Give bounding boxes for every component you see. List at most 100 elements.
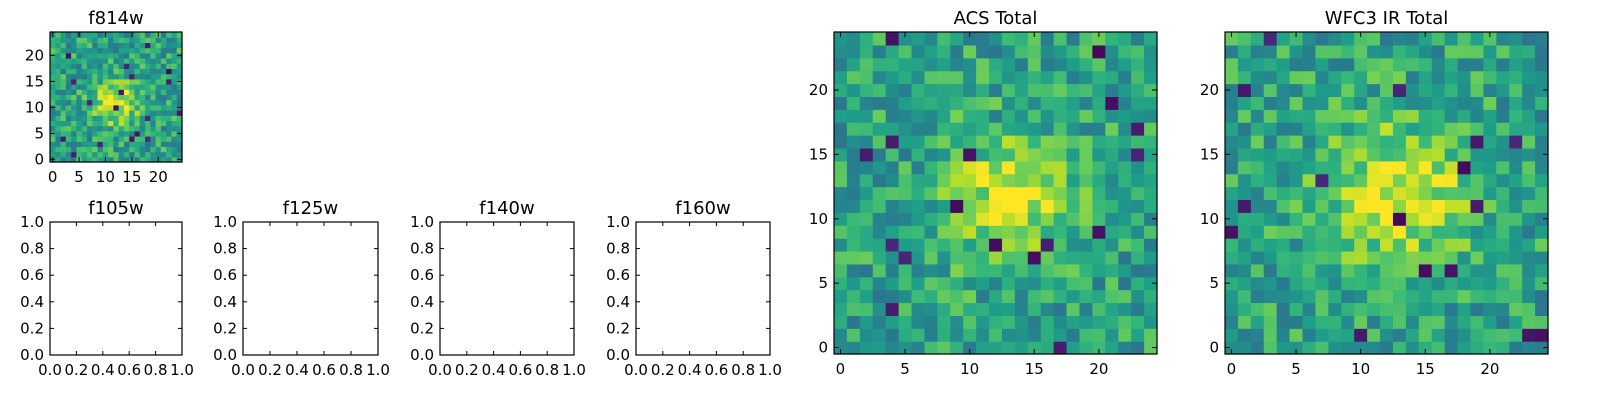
heatmap-cell: [989, 212, 1003, 226]
heatmap-cell: [113, 120, 120, 127]
heatmap-cell: [1263, 225, 1278, 239]
heatmap-cell: [1040, 109, 1055, 123]
heatmap-cell: [113, 136, 120, 142]
heatmap-cell: [134, 63, 141, 69]
heatmap-cell: [60, 104, 67, 111]
heatmap-cell: [963, 328, 977, 342]
heatmap-cell: [1418, 328, 1433, 342]
heatmap-cell: [1225, 302, 1239, 316]
heatmap-cell: [911, 225, 926, 239]
heatmap-cell: [1053, 199, 1068, 213]
heatmap-cell: [1444, 160, 1459, 175]
heatmap-cell: [1496, 315, 1510, 329]
heatmap-cell: [1263, 83, 1278, 97]
heatmap-cell: [50, 58, 56, 64]
heatmap-cell: [1535, 147, 1549, 162]
heatmap-cell: [1496, 302, 1510, 316]
heatmap-cell: [1131, 32, 1145, 46]
heatmap-cell: [97, 58, 104, 64]
heatmap-cell: [176, 136, 183, 142]
heatmap-cell: [834, 263, 848, 278]
heatmap-cell: [1483, 70, 1497, 85]
heatmap-cell: [1405, 109, 1420, 123]
heatmap-cell: [1380, 199, 1394, 213]
axes-frame: [635, 221, 771, 356]
heatmap-cell: [166, 89, 173, 95]
heatmap-cell: [937, 122, 951, 136]
heatmap-cell: [108, 99, 114, 106]
heatmap-cell: [1237, 199, 1252, 213]
heatmap-cell: [71, 89, 77, 95]
heatmap-cell: [113, 89, 120, 95]
heatmap-cell: [1001, 263, 1016, 278]
heatmap-cell: [1001, 44, 1016, 59]
heatmap-cell: [171, 99, 178, 106]
heatmap-cell: [846, 263, 861, 278]
heatmap-cell: [160, 84, 167, 90]
heatmap-cell: [92, 42, 99, 49]
heatmap-cell: [1289, 147, 1304, 162]
heatmap-cell: [50, 63, 56, 69]
heatmap-cell: [950, 250, 964, 265]
heatmap-cell: [1341, 70, 1355, 85]
heatmap-cell: [1250, 238, 1265, 252]
heatmap-cell: [155, 37, 162, 43]
heatmap-cell: [71, 37, 77, 43]
heatmap-cell: [1053, 238, 1068, 252]
heatmap-cell: [102, 47, 109, 54]
heatmap-cell: [1522, 199, 1536, 213]
heatmap-cell: [1079, 225, 1093, 239]
heatmap-cell: [1014, 250, 1029, 265]
heatmap-cell: [176, 110, 183, 116]
heatmap-cell: [118, 99, 125, 106]
heatmap-cell: [1250, 160, 1265, 175]
heatmap-cell: [97, 99, 104, 106]
heatmap-cell: [129, 110, 136, 116]
heatmap-cell: [50, 42, 56, 49]
heatmap-cell: [1289, 160, 1304, 175]
heatmap-cell: [1276, 238, 1291, 252]
heatmap-cell: [118, 63, 125, 69]
heatmap-cell: [1483, 122, 1497, 136]
heatmap-cell: [1105, 32, 1119, 46]
heatmap-cell: [872, 315, 887, 329]
heatmap-cell: [1328, 135, 1342, 149]
heatmap-cell: [55, 115, 62, 121]
heatmap-cell: [1509, 212, 1523, 226]
heatmap-cell: [846, 70, 861, 85]
heatmap-cell: [1237, 83, 1252, 97]
heatmap-cell: [108, 84, 114, 90]
heatmap-cell: [1380, 186, 1394, 201]
heatmap-cell: [71, 78, 77, 85]
heatmap-cell: [166, 73, 173, 80]
heatmap-cell: [1431, 96, 1446, 110]
y-tick-label: 15: [1200, 145, 1219, 163]
heatmap-cell: [1392, 199, 1407, 213]
heatmap-cell: [50, 73, 56, 80]
heatmap-cell: [937, 225, 951, 239]
heatmap-cell: [1392, 160, 1407, 175]
heatmap-cell: [1118, 212, 1132, 226]
heatmap-cell: [108, 146, 114, 153]
heatmap-cell: [989, 341, 1003, 355]
heatmap-cell: [989, 96, 1003, 110]
heatmap-cell: [145, 52, 151, 59]
heatmap-cell: [1418, 160, 1433, 175]
y-tick-label: 0: [1209, 339, 1219, 357]
heatmap-cell: [1431, 263, 1446, 278]
axes-frame: [1224, 31, 1549, 355]
heatmap-cell: [872, 341, 887, 355]
heatmap-cell: [1263, 96, 1278, 110]
heatmap-cell: [155, 110, 162, 116]
heatmap-cell: [1027, 96, 1042, 110]
heatmap-cell: [1354, 70, 1368, 85]
heatmap-cell: [989, 263, 1003, 278]
heatmap-cell: [1014, 225, 1029, 239]
heatmap-cell: [1483, 83, 1497, 97]
heatmap-cell: [1496, 147, 1510, 162]
heatmap-cell: [1341, 225, 1355, 239]
heatmap-cell: [898, 135, 913, 149]
heatmap-cell: [1509, 238, 1523, 252]
heatmap-cell: [118, 58, 125, 64]
